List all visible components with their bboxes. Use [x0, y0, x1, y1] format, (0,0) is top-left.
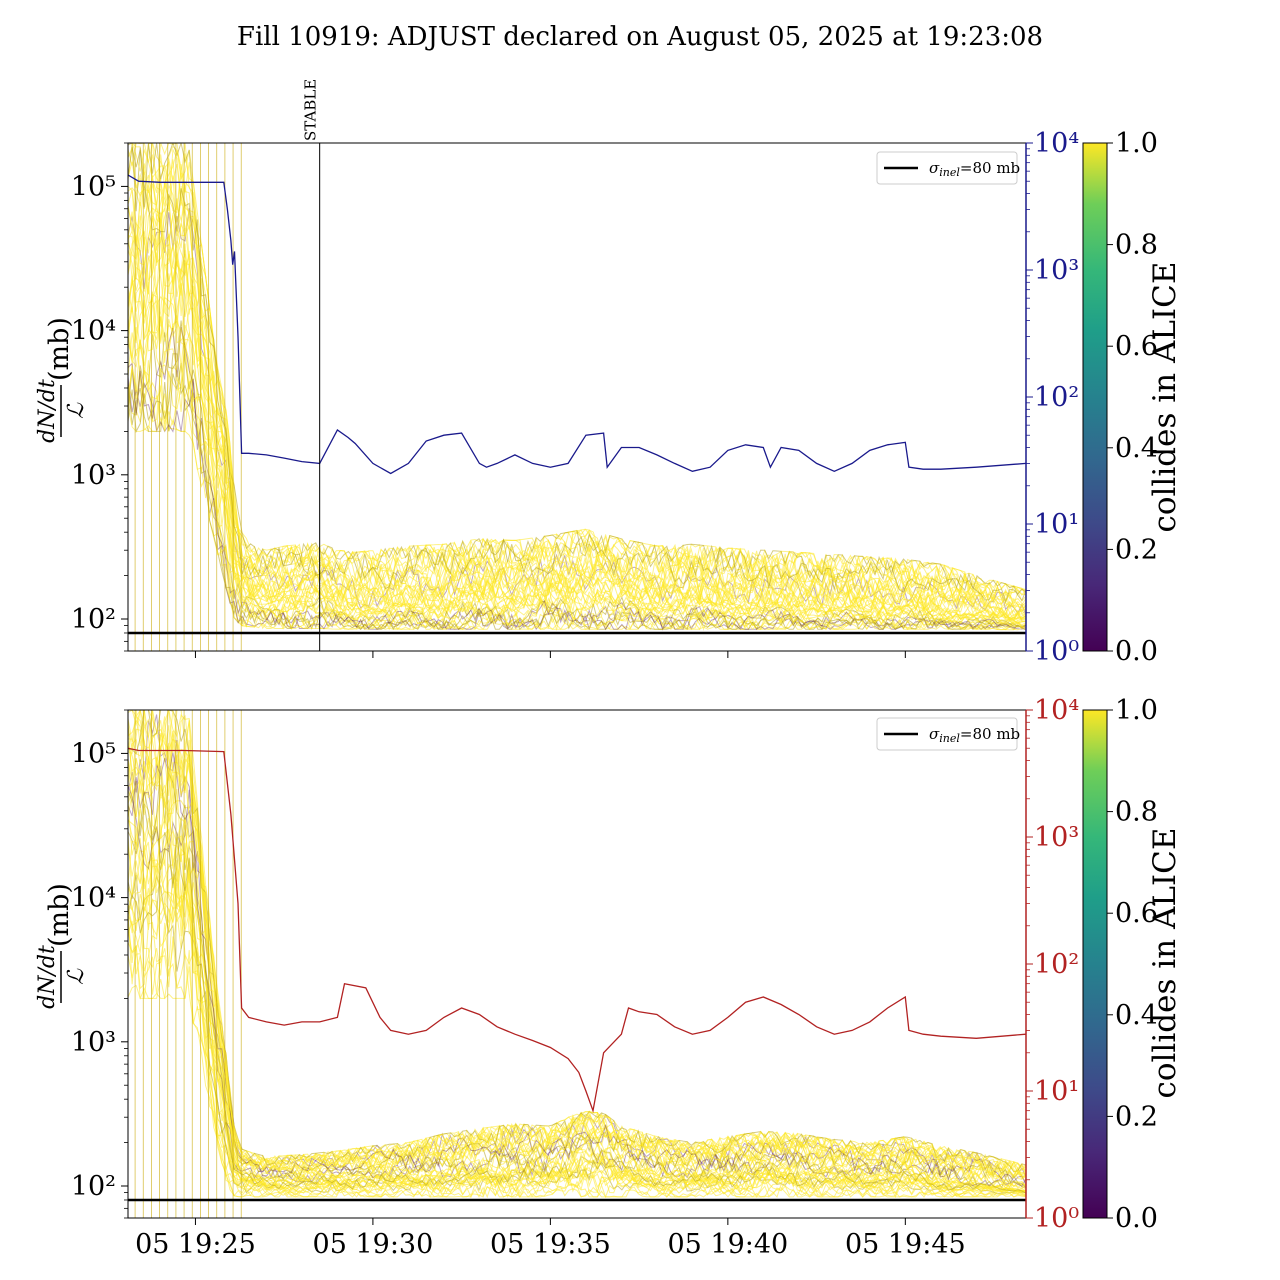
bot-left-tick-label: 10⁴: [71, 883, 116, 914]
bot-bundle-line: [128, 720, 1026, 1180]
top-left-tick-label: 10⁵: [71, 171, 116, 202]
top-panel: STABLE 10² 10³ 10⁴ 10⁵ 10⁰ 10¹ 10² 10³ 10⁴ dN/d…: [35, 79, 1183, 667]
bottom-rate-bundle: [128, 710, 1026, 1218]
bot-bundle-line: [128, 710, 1026, 1174]
top-right-tick-label: 10⁴: [1034, 128, 1079, 159]
top-bundle-line: [128, 363, 1026, 629]
bot-bundle-line: [128, 710, 1026, 1173]
bot-bundle-line: [128, 766, 1026, 1188]
stable-label: STABLE: [302, 79, 320, 141]
bottom-legend-sub: inel: [939, 732, 960, 745]
top-bundle-line: [128, 143, 1026, 600]
bot-bundle-line: [128, 710, 1026, 1178]
top-legend-sub: inel: [939, 166, 960, 179]
top-left-tick-label: 10³: [71, 460, 116, 491]
top-right-series-line: [128, 175, 1026, 474]
bot-left-tick-label: 10²: [71, 1171, 116, 1202]
bot-bundle-line: [128, 710, 1026, 1178]
bottom-right-series: [128, 748, 1026, 1110]
top-colorbar-tick-label: 0.0: [1115, 636, 1158, 667]
bottom-ylabel-denominator: ℒ: [64, 968, 89, 985]
bot-bundle-line: [128, 715, 1026, 1179]
top-bundle-line: [128, 150, 1026, 606]
top-x-axis: [195, 651, 905, 658]
bot-bundle-line: [128, 740, 1026, 1178]
top-right-tick-label: 10¹: [1034, 509, 1079, 540]
bot-right-series-line: [128, 748, 1026, 1110]
bot-left-tick-label: 10⁵: [71, 738, 116, 769]
bottom-legend-rest: =80 mb: [960, 725, 1020, 743]
bottom-legend: σinel=80 mb: [877, 718, 1020, 750]
top-bundle-line: [128, 143, 1026, 594]
bot-bundle-line: [128, 710, 1026, 1171]
bot-bundle-line: [128, 710, 1026, 1178]
bottom-ylabel-unit: (mb): [44, 883, 75, 947]
top-rate-bundle: [128, 143, 1026, 651]
bot-right-tick-label: 10¹: [1034, 1076, 1079, 1107]
top-right-axis: 10⁰ 10¹ 10² 10³ 10⁴: [1026, 128, 1079, 667]
top-left-tick-label: 10²: [71, 604, 116, 635]
top-colorbar-tick-label: 0.8: [1115, 230, 1158, 261]
top-right-tick-label: 10²: [1034, 382, 1079, 413]
bottom-colorbar-label: collides in ALICE: [1147, 827, 1183, 1098]
bot-right-tick-label: 10²: [1034, 949, 1079, 980]
top-ylabel-numerator: dN/dt: [35, 379, 60, 443]
top-colorbar: [1083, 143, 1107, 651]
top-right-tick-label: 10⁰: [1034, 636, 1079, 667]
bot-right-tick-label: 10⁰: [1034, 1203, 1079, 1234]
bot-colorbar-tick-label: 0.8: [1115, 797, 1158, 828]
bottom-plot-frame: [128, 710, 1026, 1218]
top-colorbar-tick-label: 1.0: [1115, 128, 1158, 159]
bot-colorbar-tick-label: 0.2: [1115, 1101, 1158, 1132]
x-tick-label: 05 19:40: [667, 1229, 788, 1260]
bot-bundle-line: [128, 720, 1026, 1174]
top-bundle-line: [128, 143, 1026, 596]
bottom-colorbar: [1083, 710, 1107, 1218]
top-bundle-line: [128, 143, 1026, 593]
bot-bundle-line: [128, 739, 1026, 1179]
top-right-tick-label: 10³: [1034, 255, 1079, 286]
bot-colorbar-tick-label: 1.0: [1115, 695, 1158, 726]
top-bundle-line: [128, 155, 1026, 608]
top-ylabel-unit: (mb): [44, 317, 75, 381]
bot-bundle-line: [128, 755, 1026, 1180]
x-tick-label: 05 19:25: [135, 1229, 256, 1260]
top-bundle-line: [128, 162, 1026, 605]
bot-bundle-line: [128, 710, 1026, 1175]
x-tick-label: 05 19:35: [490, 1229, 611, 1260]
bottom-left-axis: 10² 10³ 10⁴ 10⁵: [71, 710, 128, 1218]
x-tick-label: 05 19:45: [845, 1229, 966, 1260]
top-right-series: [128, 175, 1026, 474]
top-left-tick-label: 10⁴: [71, 316, 116, 347]
top-left-axis: 10² 10³ 10⁴ 10⁵: [71, 143, 128, 651]
top-ylabel-denominator: ℒ: [64, 402, 89, 419]
top-colorbar-tick-label: 0.2: [1115, 534, 1158, 565]
bot-left-tick-label: 10³: [71, 1027, 116, 1058]
top-legend-rest: =80 mb: [960, 159, 1020, 177]
top-colorbar-label: collides in ALICE: [1147, 261, 1183, 532]
bot-right-tick-label: 10⁴: [1034, 695, 1079, 726]
bottom-ylabel-numerator: dN/dt: [35, 945, 60, 1009]
bottom-right-axis: 10⁰ 10¹ 10² 10³ 10⁴: [1026, 695, 1079, 1234]
x-tick-label: 05 19:30: [313, 1229, 434, 1260]
bot-bundle-line: [128, 710, 1026, 1170]
top-legend: σinel=80 mb: [877, 152, 1020, 184]
bot-bundle-line: [128, 710, 1026, 1172]
bot-right-tick-label: 10³: [1034, 822, 1079, 853]
bot-colorbar-tick-label: 0.0: [1115, 1203, 1158, 1234]
top-bundle-line: [128, 148, 1026, 605]
figure-title: Fill 10919: ADJUST declared on August 05…: [237, 22, 1043, 52]
bottom-x-axis: 05 19:25 05 19:30 05 19:35 05 19:40 05 19:45: [135, 1218, 966, 1260]
